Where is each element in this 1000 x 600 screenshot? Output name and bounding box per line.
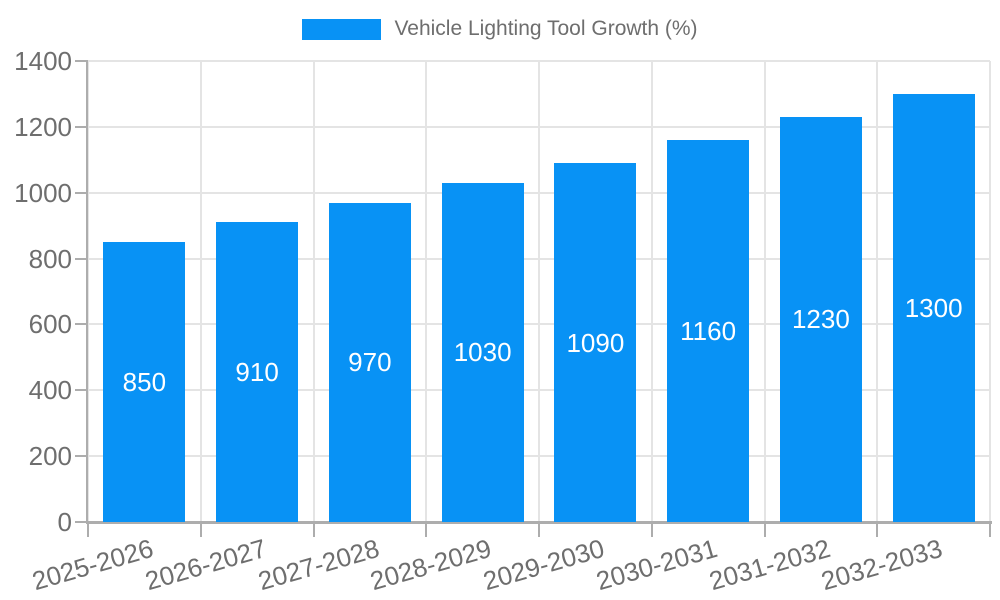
x-tick-label: 2027-2028 bbox=[254, 533, 383, 597]
bar[interactable] bbox=[554, 163, 637, 522]
x-tick bbox=[312, 522, 315, 537]
y-tick-label: 1400 bbox=[14, 46, 72, 76]
y-tick-label: 800 bbox=[28, 243, 72, 274]
legend[interactable]: Vehicle Lighting Tool Growth (%) bbox=[0, 16, 1000, 42]
x-gridline bbox=[650, 61, 653, 522]
y-tick-label: 1200 bbox=[14, 111, 72, 142]
y-tick bbox=[75, 389, 88, 392]
x-gridline bbox=[199, 61, 202, 522]
x-tick-label: 2030-2031 bbox=[592, 533, 721, 597]
y-tick bbox=[75, 455, 88, 458]
x-gridline bbox=[87, 61, 89, 522]
bar-value-label: 1030 bbox=[453, 337, 512, 368]
y-tick bbox=[75, 521, 88, 523]
x-tick-label: 2031-2032 bbox=[705, 533, 834, 597]
bar[interactable] bbox=[892, 93, 975, 522]
legend-label: Vehicle Lighting Tool Growth (%) bbox=[394, 17, 698, 40]
bar[interactable] bbox=[441, 182, 524, 522]
x-tick bbox=[538, 522, 540, 537]
x-tick-label: 2028-2029 bbox=[367, 533, 495, 597]
bar[interactable] bbox=[667, 140, 750, 522]
x-tick bbox=[199, 522, 202, 537]
x-tick-label: 2026-2027 bbox=[141, 533, 270, 597]
y-tick bbox=[75, 125, 88, 128]
y-tick-label: 0 bbox=[57, 507, 72, 537]
x-tick bbox=[989, 522, 991, 537]
y-tick-label: 400 bbox=[28, 375, 72, 406]
bar-value-label: 1300 bbox=[904, 292, 963, 323]
bar[interactable] bbox=[779, 116, 862, 522]
x-tick bbox=[763, 522, 766, 537]
bar-value-label: 970 bbox=[348, 347, 392, 378]
x-gridline bbox=[538, 61, 540, 522]
y-tick bbox=[75, 60, 88, 62]
legend-swatch[interactable] bbox=[302, 18, 382, 40]
bar-value-label: 850 bbox=[122, 367, 167, 398]
x-axis-line bbox=[86, 521, 992, 524]
y-tick-label: 1000 bbox=[14, 177, 72, 208]
bar[interactable] bbox=[103, 242, 186, 522]
y-tick bbox=[75, 323, 88, 326]
x-tick bbox=[425, 522, 428, 537]
bar-value-label: 1090 bbox=[566, 327, 625, 358]
x-gridline bbox=[312, 61, 315, 522]
bar-value-label: 910 bbox=[235, 357, 279, 388]
y-tick-label: 600 bbox=[28, 309, 72, 340]
x-gridline bbox=[876, 61, 879, 522]
y-tick bbox=[75, 191, 88, 194]
bar-value-label: 1230 bbox=[791, 304, 850, 335]
x-gridline bbox=[425, 61, 428, 522]
bar-value-label: 1160 bbox=[680, 316, 737, 346]
x-tick-label: 2032-2033 bbox=[818, 533, 946, 597]
y-tick bbox=[75, 257, 88, 260]
bar[interactable] bbox=[216, 222, 299, 522]
x-tick-label: 2029-2030 bbox=[479, 533, 608, 597]
bar[interactable] bbox=[328, 202, 411, 522]
x-tick bbox=[650, 522, 653, 537]
x-tick bbox=[87, 522, 89, 537]
x-gridline bbox=[763, 61, 766, 522]
x-tick-label: 2025-2026 bbox=[28, 533, 157, 597]
x-gridline bbox=[989, 61, 991, 522]
x-tick bbox=[876, 522, 879, 537]
y-tick-label: 200 bbox=[28, 441, 72, 472]
y-axis-line bbox=[86, 61, 88, 522]
